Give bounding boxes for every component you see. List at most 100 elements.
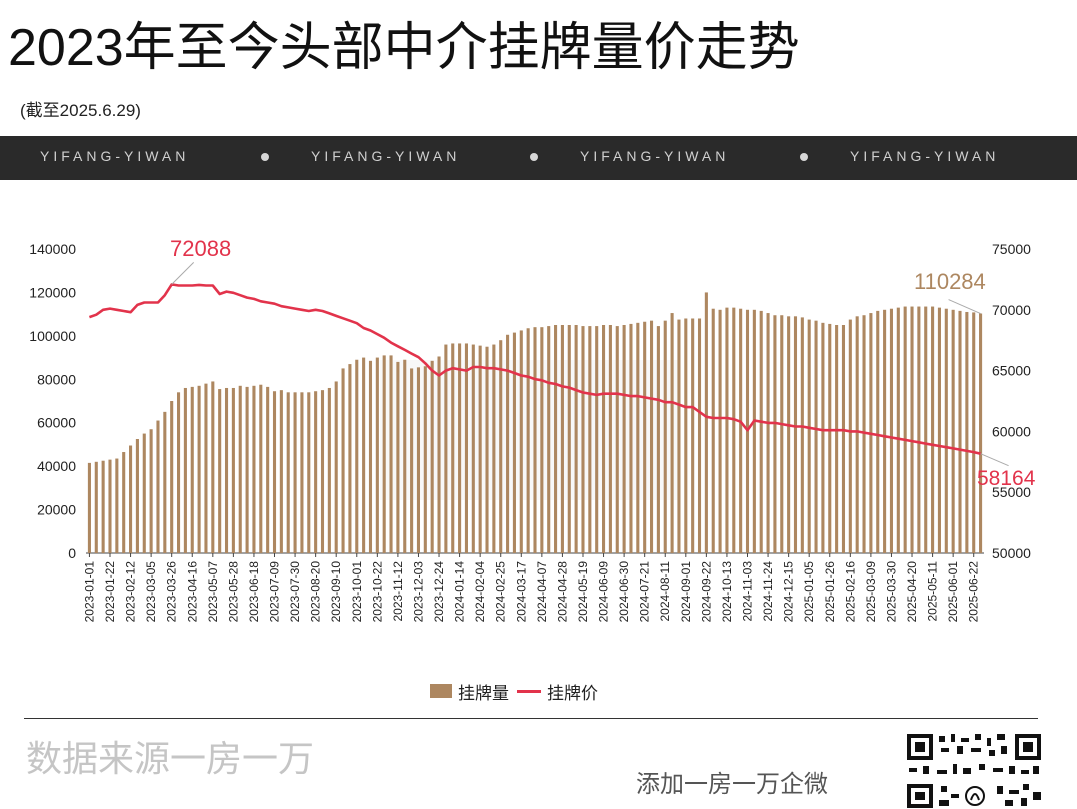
- y-right-tick-label: 70000: [992, 302, 1031, 318]
- bar-listing-volume: [841, 325, 846, 553]
- y-right-tick-label: 75000: [992, 241, 1031, 257]
- bar-listing-volume: [629, 323, 633, 553]
- bar-listing-volume: [190, 386, 194, 553]
- bar-listing-volume: [752, 309, 756, 553]
- banner-dot: [800, 153, 808, 161]
- bar-listing-volume: [430, 360, 434, 553]
- x-tick-label: 2025-03-09: [864, 561, 878, 623]
- x-tick-label: 2024-09-22: [699, 561, 713, 623]
- x-tick-label: 2023-03-26: [165, 561, 179, 623]
- bar-listing-volume: [643, 321, 647, 553]
- annotation-leader: [980, 453, 1009, 467]
- bar-listing-volume: [903, 306, 907, 553]
- bar-listing-volume: [889, 308, 894, 553]
- x-tick-label: 2024-06-30: [617, 561, 631, 623]
- bar-listing-volume: [259, 384, 263, 553]
- bar-listing-volume: [560, 325, 564, 553]
- bar-listing-volume: [793, 316, 798, 553]
- bar-listing-volume: [718, 309, 722, 553]
- y-left-tick-label: 140000: [29, 241, 76, 257]
- bar-listing-volume: [108, 459, 112, 553]
- bar-listing-volume: [554, 325, 558, 553]
- bar-listing-volume: [142, 433, 146, 553]
- bar-listing-volume: [231, 387, 235, 553]
- x-tick-label: 2023-05-28: [226, 561, 240, 623]
- bar-listing-volume: [670, 313, 674, 553]
- y-left-tick-label: 0: [68, 545, 76, 561]
- bar-listing-volume: [547, 326, 551, 553]
- banner-text: YIFANG-YIWAN: [311, 148, 461, 164]
- bar-listing-volume: [314, 391, 318, 553]
- annotation-peak-price: 72088: [170, 236, 231, 261]
- bar-listing-volume: [519, 330, 523, 553]
- bar-listing-volume: [403, 359, 407, 553]
- y-left-tick-label: 80000: [37, 371, 76, 387]
- legend-label-price: 挂牌价: [547, 683, 598, 703]
- bar-listing-volume: [588, 326, 592, 553]
- bar-listing-volume: [800, 317, 804, 553]
- bar-listing-volume: [485, 346, 489, 553]
- bar-listing-volume: [423, 366, 427, 553]
- x-tick-label: 2024-04-07: [535, 561, 549, 623]
- bar-listing-volume: [697, 318, 702, 553]
- bar-listing-volume: [416, 367, 421, 553]
- bar-listing-volume: [835, 325, 839, 553]
- bar-listing-volume: [355, 359, 359, 553]
- bar-listing-volume: [197, 385, 201, 553]
- x-tick-label: 2025-06-01: [946, 561, 960, 623]
- x-tick-label: 2024-06-09: [597, 561, 611, 623]
- bar-listing-volume: [684, 318, 688, 553]
- x-tick-label: 2024-03-17: [514, 561, 528, 623]
- bar-listing-volume: [389, 355, 393, 553]
- bar-listing-volume: [293, 392, 297, 553]
- x-tick-label: 2024-07-21: [638, 561, 652, 623]
- x-tick-label: 2023-11-12: [391, 561, 405, 622]
- bar-listing-volume: [855, 316, 859, 553]
- bar-listing-volume: [937, 307, 941, 553]
- bar-listing-volume: [567, 325, 571, 553]
- bar-listing-volume: [348, 364, 352, 553]
- bar-listing-volume: [101, 460, 105, 553]
- bar-listing-volume: [944, 308, 948, 553]
- bar-listing-volume: [848, 319, 852, 553]
- x-tick-label: 2025-04-20: [905, 561, 919, 623]
- x-tick-label: 2024-11-24: [761, 561, 775, 622]
- bar-listing-volume: [787, 316, 791, 553]
- banner-text: YIFANG-YIWAN: [850, 148, 1000, 164]
- x-tick-label: 2025-01-05: [802, 561, 816, 623]
- bar-listing-volume: [807, 319, 811, 553]
- bar-listing-volume: [115, 458, 119, 553]
- qr-code-icon[interactable]: [905, 732, 1045, 809]
- annotation-leader: [948, 299, 981, 314]
- bar-listing-volume: [368, 360, 373, 553]
- bar-listing-volume: [821, 322, 825, 553]
- y-right-tick-label: 55000: [992, 484, 1031, 500]
- x-tick-label: 2024-05-19: [576, 561, 590, 623]
- bar-listing-volume: [649, 320, 654, 553]
- bar-listing-volume: [951, 309, 955, 553]
- bar-listing-volume: [204, 383, 208, 553]
- bar-listing-volume: [526, 328, 530, 553]
- bar-listing-volume: [471, 344, 475, 553]
- footer-divider: [24, 718, 1038, 719]
- bar-listing-volume: [958, 310, 962, 553]
- legend-label-volume: 挂牌量: [458, 683, 509, 703]
- bar-listing-volume: [965, 311, 969, 553]
- bar-listing-volume: [924, 306, 928, 553]
- annotation-leader: [171, 262, 195, 285]
- x-tick-label: 2023-01-01: [82, 561, 96, 623]
- bar-listing-volume: [540, 327, 544, 553]
- bar-listing-volume: [458, 343, 462, 553]
- bar-listing-volume: [862, 315, 866, 553]
- bar-listing-volume: [307, 392, 311, 553]
- bar-listing-volume: [183, 387, 187, 553]
- banner-dot: [261, 153, 269, 161]
- x-tick-label: 2023-12-24: [432, 561, 446, 623]
- bar-listing-volume: [704, 292, 708, 553]
- bar-listing-volume: [300, 392, 304, 553]
- bar-listing-volume: [581, 326, 585, 553]
- annotation-latest-price: 58164: [977, 467, 1036, 490]
- x-tick-label: 2025-06-22: [967, 561, 981, 623]
- bar-listing-volume: [382, 355, 386, 553]
- x-tick-label: 2024-12-15: [782, 561, 796, 623]
